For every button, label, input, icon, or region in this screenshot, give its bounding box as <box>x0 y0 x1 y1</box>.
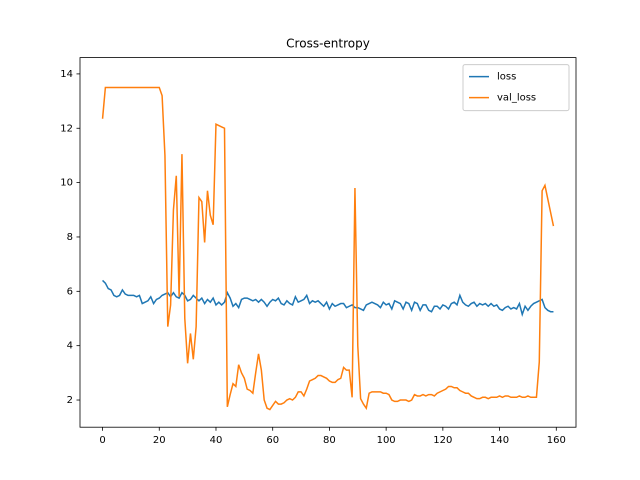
legend-label: val_loss <box>497 93 536 104</box>
x-tick-label: 20 <box>153 435 166 446</box>
y-tick-label: 6 <box>67 286 73 297</box>
y-tick-label: 10 <box>60 178 73 189</box>
x-tick-label: 120 <box>433 435 452 446</box>
chart-title: Cross-entropy <box>286 37 370 51</box>
x-tick-label: 100 <box>377 435 396 446</box>
line-series <box>102 279 554 317</box>
legend: loss val_loss <box>462 64 570 112</box>
x-tick-label: 60 <box>266 435 279 446</box>
y-tick-label: 8 <box>67 232 73 243</box>
x-tick-label: 0 <box>99 435 105 446</box>
y-tick-label: 2 <box>67 395 73 406</box>
line-series <box>101 86 555 411</box>
x-tick-label: 40 <box>210 435 223 446</box>
axes-frame <box>79 57 577 428</box>
legend-label: loss <box>497 72 516 83</box>
x-tick-label: 140 <box>490 435 509 446</box>
y-tick-label: 4 <box>67 341 73 352</box>
y-tick-label: 14 <box>60 69 73 80</box>
y-tick-label: 12 <box>60 123 73 134</box>
legend-box <box>462 64 570 112</box>
x-tick-label: 160 <box>547 435 566 446</box>
x-tick-label: 80 <box>323 435 336 446</box>
